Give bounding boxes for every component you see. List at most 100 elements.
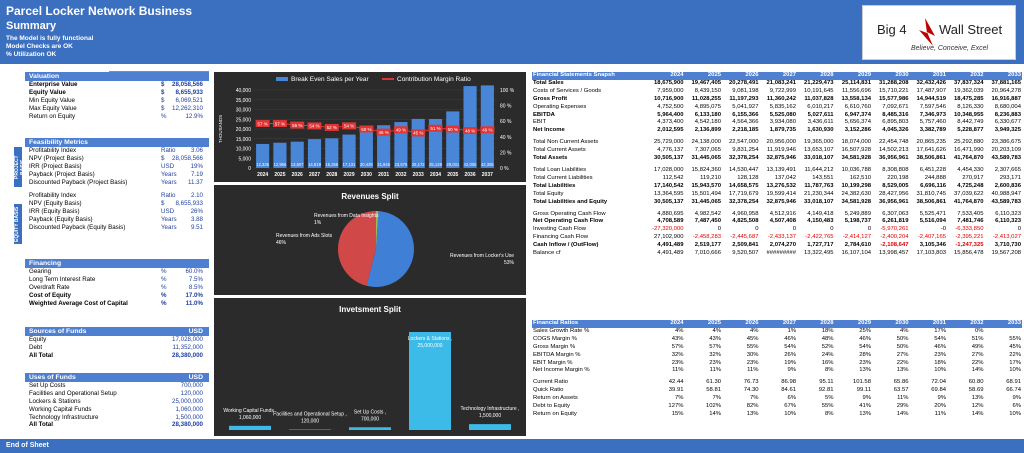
pie-slice [366, 211, 414, 287]
metric-unit: % [161, 283, 167, 291]
table-cell: 18,475,285 [954, 95, 984, 102]
table-cell: 60.80 [968, 379, 984, 386]
table-cell: 11,197,293 [729, 95, 759, 102]
year-header: 2030 [872, 72, 910, 80]
table-cell: 20,203,109 [991, 147, 1021, 154]
table-cell: 4,982,542 [694, 210, 721, 217]
investment-bar-chart: Invetsment Split Working Capital Funds ,1… [223, 305, 519, 430]
table-cell: 11% [934, 410, 946, 417]
metric-unit: $ [161, 200, 165, 208]
year-header: 2025 [684, 72, 722, 80]
table-cell: 4,708,589 [657, 218, 684, 225]
project-basis-label: PROJECT BASIS [14, 147, 26, 187]
metric-label: Profitability Index [29, 147, 77, 154]
metric-value: 6,069,521 [175, 96, 203, 104]
table-cell: 1% [787, 327, 796, 334]
table-cell: 10,191,645 [804, 87, 834, 94]
row-label: Total Current Liabilities [533, 174, 593, 181]
year-header: 2026 [722, 320, 760, 328]
table-cell: -2,400,204 [880, 234, 909, 241]
metric-label: Max Equity Value [29, 104, 77, 112]
table-cell: 14% [896, 410, 909, 417]
company-logo: Big 4 Wall Street Believe, Conceive, Exc… [862, 5, 1016, 60]
x-tick-label: 2025 [274, 172, 285, 178]
line-label: 48 % [465, 128, 475, 133]
metric-unit: Years [161, 178, 177, 186]
table-cell: 22% [971, 359, 984, 366]
table-cell: 11,028,255 [691, 95, 721, 102]
fund-row: Lockers & Stations 25,000,000 [25, 398, 209, 406]
metric-unit: $ [161, 81, 165, 88]
table-cell: 8,485,316 [882, 111, 909, 118]
table-cell: 28,427,956 [879, 190, 909, 197]
table-cell: 14,658,575 [729, 182, 759, 189]
row-label: Total Non Current Assets [533, 139, 599, 146]
table-cell: 17,028,000 [654, 166, 684, 173]
bar-label: 42,355 [481, 162, 494, 167]
table-cell: 102% [705, 403, 721, 410]
row-label: Investing Cash Flow [533, 226, 587, 233]
table-cell: 13,139,491 [766, 166, 796, 173]
metric-value: 3.88 [190, 216, 203, 224]
table-cell: 46% [784, 335, 796, 342]
table-cell: 25% [859, 327, 871, 334]
table-cell: 19,467,405 [691, 79, 721, 86]
table-cell: 0 [792, 226, 796, 233]
valuation-title: Valuation [25, 72, 209, 81]
table-cell: 9,081,198 [732, 87, 759, 94]
fund-value: 11,352,000 [172, 343, 203, 351]
table-row: Quick Ratio 39.91 58.81 74.30 84.61 92.81 99.1… [532, 387, 1022, 395]
table-cell: 19,365,000 [804, 139, 834, 146]
table-cell: -27,320,000 [652, 226, 684, 233]
bar [325, 138, 339, 168]
table-cell: 8,442,749 [957, 119, 984, 126]
table-cell: 7,533,405 [957, 210, 984, 217]
table-cell: 10% [1009, 367, 1021, 374]
table-cell: 61.30 [706, 379, 721, 386]
metric-row: Weighted Average Cost of Capital% 11.0% [25, 300, 209, 308]
table-cell: ######### [766, 250, 797, 257]
metric-value: 12.9% [185, 112, 203, 120]
table-cell: 4% [749, 327, 759, 334]
financial-statements-panel: Financial Statements Snapsh 2024 2025 2026 2… [532, 72, 1022, 258]
table-row: Total Loan Liabilities 17,028,000 15,824,3… [532, 167, 1022, 175]
x-tick-label: 2030 [361, 172, 372, 178]
metric-row: Gearing% 60.0% [25, 268, 209, 276]
y2-tick-label: 20 % [500, 150, 512, 156]
year-header: 2024 [647, 320, 685, 328]
row-label: Sales Growth Rate % [533, 327, 590, 334]
fund-row: Facilities and Operational Setup 120,000 [25, 390, 209, 398]
table-cell: 13% [971, 395, 984, 402]
table-cell: 11,037,828 [804, 95, 834, 102]
table-row: Total Liabilities 17,140,542 15,943,570 14,… [532, 183, 1022, 191]
table-cell: 43% [671, 335, 684, 342]
table-cell: 3,152,286 [844, 127, 871, 134]
fund-value: 28,380,000 [172, 351, 203, 359]
row-label: EBITDA [533, 111, 555, 118]
table-cell: 17% [1009, 359, 1021, 366]
row-label: Net Income Margin % [533, 367, 590, 374]
table-cell: 4,149,418 [807, 210, 834, 217]
table-cell: 10% [1009, 410, 1021, 417]
metric-unit: % [161, 268, 167, 275]
table-cell: 2,600,836 [994, 182, 1021, 189]
table-cell: 8,308,808 [882, 166, 909, 173]
row-label: Total Liabilities and Equity [533, 198, 608, 205]
row-label: Gross Margin % [533, 343, 576, 350]
table-cell: 16,507,928 [841, 147, 871, 154]
table-cell: -2,458,283 [692, 234, 721, 241]
table-cell: 22% [896, 359, 909, 366]
metric-value: 12,262,310 [172, 104, 203, 112]
table-cell: -2,108,647 [880, 242, 909, 249]
table-cell: 6,451,228 [919, 166, 946, 173]
table-cell: 6% [787, 395, 796, 402]
table-cell: 23% [671, 359, 684, 366]
metric-row: Enterprise Value $28,058,566 [25, 81, 209, 89]
table-cell: 9% [787, 367, 796, 374]
metric-row: Payback (Project Basis) Years 7.19 [25, 171, 209, 179]
metric-value: 28,058,566 [172, 154, 203, 162]
revenue-pie-chart: Revenues Split Revenues from Locker's Use… [276, 192, 515, 287]
y-tick-label: 5,000 [238, 156, 251, 162]
table-cell: 24,138,000 [691, 139, 721, 146]
table-cell: 13% [746, 410, 759, 417]
